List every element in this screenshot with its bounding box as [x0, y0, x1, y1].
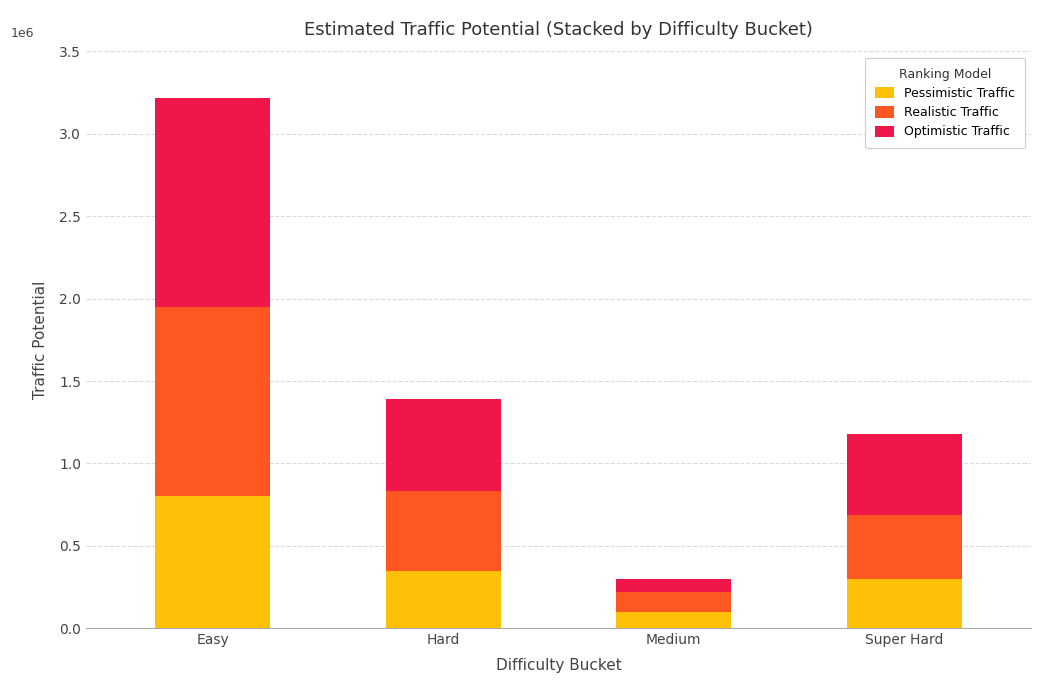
- Legend: Pessimistic Traffic, Realistic Traffic, Optimistic Traffic: Pessimistic Traffic, Realistic Traffic, …: [865, 58, 1025, 149]
- Bar: [156, 307, 270, 496]
- Bar: [156, 98, 270, 307]
- Bar: [616, 579, 731, 592]
- Text: 1e6: 1e6: [11, 27, 34, 40]
- Bar: [386, 570, 501, 628]
- X-axis label: Difficulty Bucket: Difficulty Bucket: [495, 658, 622, 673]
- Bar: [616, 611, 731, 628]
- Bar: [386, 491, 501, 570]
- Bar: [847, 579, 962, 628]
- Bar: [847, 514, 962, 579]
- Bar: [386, 399, 501, 491]
- Bar: [616, 592, 731, 611]
- Title: Estimated Traffic Potential (Stacked by Difficulty Bucket): Estimated Traffic Potential (Stacked by …: [304, 21, 813, 39]
- Bar: [847, 434, 962, 514]
- Bar: [156, 496, 270, 628]
- Y-axis label: Traffic Potential: Traffic Potential: [33, 280, 48, 399]
